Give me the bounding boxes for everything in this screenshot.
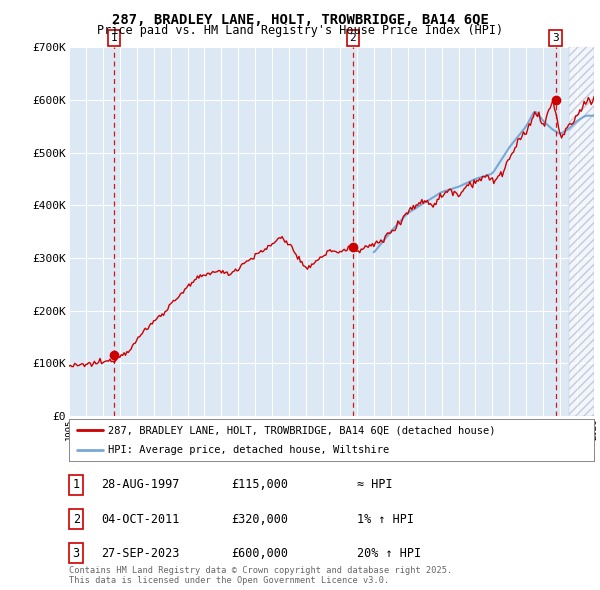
- Text: Price paid vs. HM Land Registry's House Price Index (HPI): Price paid vs. HM Land Registry's House …: [97, 24, 503, 37]
- Text: 3: 3: [552, 33, 559, 43]
- Text: 2: 2: [73, 513, 80, 526]
- Text: 1: 1: [110, 33, 117, 43]
- Text: 3: 3: [73, 547, 80, 560]
- Text: £115,000: £115,000: [231, 478, 288, 491]
- Text: 04-OCT-2011: 04-OCT-2011: [101, 513, 179, 526]
- Text: HPI: Average price, detached house, Wiltshire: HPI: Average price, detached house, Wilt…: [109, 445, 389, 455]
- Text: 287, BRADLEY LANE, HOLT, TROWBRIDGE, BA14 6QE (detached house): 287, BRADLEY LANE, HOLT, TROWBRIDGE, BA1…: [109, 425, 496, 435]
- Text: 287, BRADLEY LANE, HOLT, TROWBRIDGE, BA14 6QE: 287, BRADLEY LANE, HOLT, TROWBRIDGE, BA1…: [112, 13, 488, 27]
- Text: 28-AUG-1997: 28-AUG-1997: [101, 478, 179, 491]
- Text: 2: 2: [349, 33, 356, 43]
- Text: 1% ↑ HPI: 1% ↑ HPI: [357, 513, 414, 526]
- Text: Contains HM Land Registry data © Crown copyright and database right 2025.
This d: Contains HM Land Registry data © Crown c…: [69, 566, 452, 585]
- Text: £320,000: £320,000: [231, 513, 288, 526]
- Text: 1: 1: [73, 478, 80, 491]
- Text: 20% ↑ HPI: 20% ↑ HPI: [357, 547, 421, 560]
- Text: 27-SEP-2023: 27-SEP-2023: [101, 547, 179, 560]
- Text: ≈ HPI: ≈ HPI: [357, 478, 392, 491]
- Text: £600,000: £600,000: [231, 547, 288, 560]
